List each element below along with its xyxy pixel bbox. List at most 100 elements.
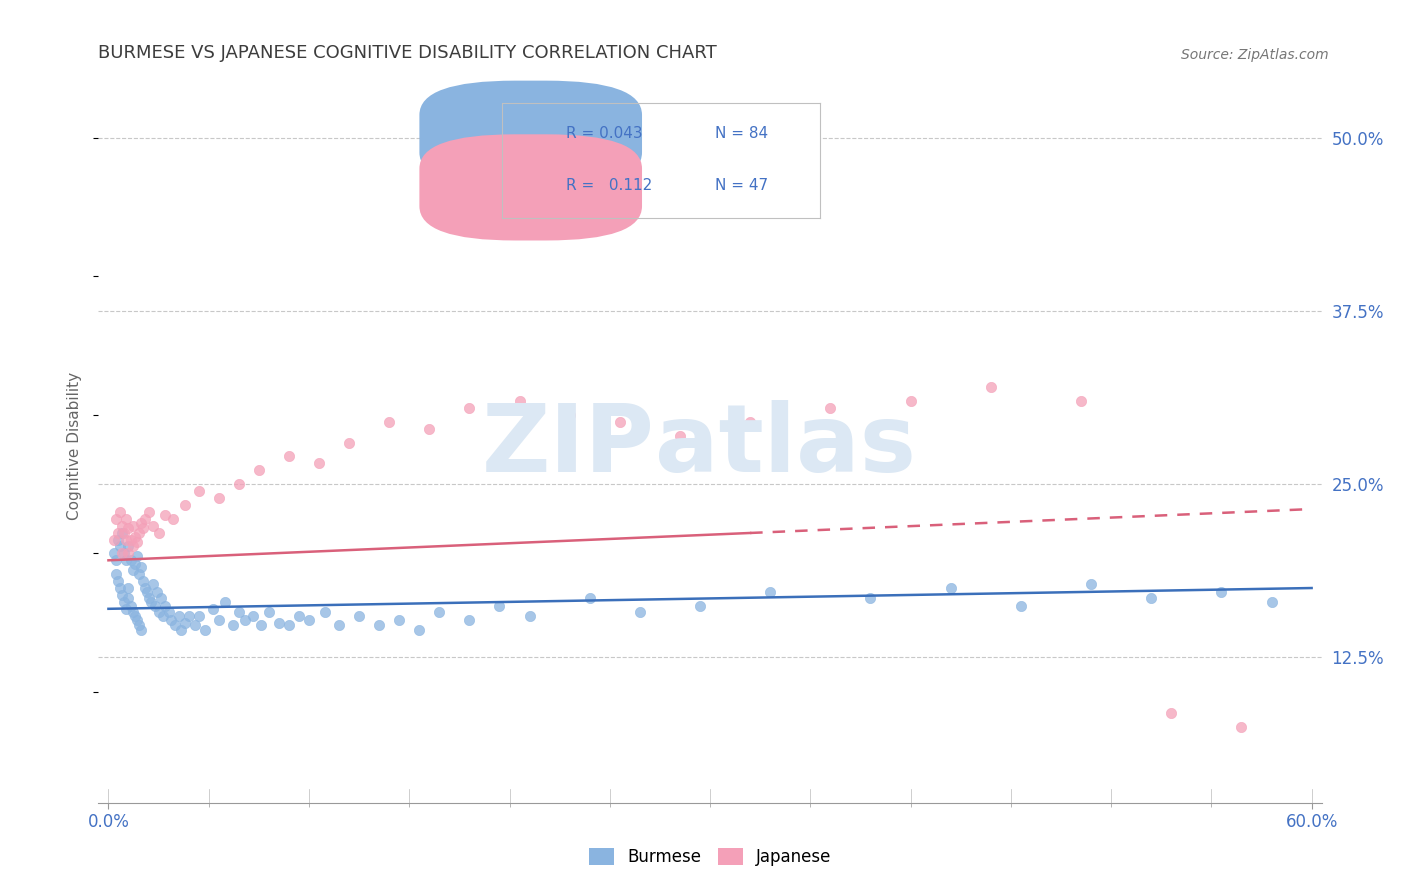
Point: [121, 563, 143, 577]
Point: [1211, 585, 1233, 599]
Point: [115, 602, 138, 616]
Point: [153, 508, 176, 522]
Point: [135, 585, 157, 599]
Point: [228, 477, 250, 491]
Point: [142, 518, 165, 533]
Point: [111, 525, 134, 540]
Point: [110, 540, 132, 554]
Point: [458, 613, 481, 627]
Point: [129, 560, 152, 574]
Point: [111, 588, 134, 602]
Point: [1160, 706, 1182, 720]
Point: [131, 521, 153, 535]
Point: [107, 574, 129, 588]
Point: [117, 591, 139, 605]
Point: [578, 591, 600, 605]
Point: [173, 498, 195, 512]
Point: [134, 581, 156, 595]
Point: [1080, 577, 1102, 591]
Point: [153, 599, 176, 613]
Point: [107, 525, 129, 540]
Point: [149, 591, 172, 605]
Point: [208, 491, 231, 505]
Point: [458, 401, 481, 415]
Point: [103, 546, 125, 560]
Point: [111, 546, 134, 560]
Point: [277, 450, 299, 464]
Point: [257, 605, 280, 619]
Point: [159, 613, 181, 627]
Point: [111, 518, 134, 533]
Point: [167, 608, 190, 623]
Text: ZIP: ZIP: [482, 400, 655, 492]
Point: [110, 505, 132, 519]
Point: [148, 525, 170, 540]
Point: [120, 553, 142, 567]
Point: [128, 567, 150, 582]
Point: [1260, 595, 1282, 609]
Point: [105, 567, 128, 582]
Point: [939, 581, 962, 595]
Point: [115, 512, 138, 526]
Point: [233, 613, 256, 627]
Point: [388, 613, 411, 627]
Point: [131, 574, 153, 588]
Point: [337, 435, 360, 450]
Point: [138, 505, 160, 519]
Point: [143, 599, 166, 613]
Point: [1140, 591, 1163, 605]
Point: [107, 533, 129, 547]
Point: [378, 415, 401, 429]
Point: [114, 525, 136, 540]
Point: [900, 394, 922, 409]
Point: [558, 408, 581, 422]
Point: [103, 533, 125, 547]
Point: [152, 608, 174, 623]
Text: atlas: atlas: [655, 400, 915, 492]
Point: [980, 380, 1002, 394]
Point: [117, 540, 139, 554]
Point: [110, 581, 132, 595]
Point: [125, 613, 148, 627]
Point: [347, 608, 370, 623]
Point: [105, 553, 128, 567]
Point: [408, 623, 430, 637]
Point: [183, 618, 205, 632]
Point: [129, 623, 152, 637]
Point: [115, 533, 138, 547]
Point: [145, 585, 167, 599]
Point: [628, 605, 651, 619]
Point: [519, 608, 541, 623]
Point: [157, 605, 180, 619]
Point: [669, 428, 692, 442]
Text: Source: ZipAtlas.com: Source: ZipAtlas.com: [1181, 48, 1329, 62]
Point: [1070, 394, 1092, 409]
Point: [187, 608, 209, 623]
Point: [125, 549, 148, 563]
Point: [124, 558, 146, 572]
Point: [114, 595, 136, 609]
Point: [418, 422, 440, 436]
Point: [138, 591, 160, 605]
Point: [125, 535, 148, 549]
Point: [759, 585, 782, 599]
Point: [368, 618, 391, 632]
Point: [142, 577, 165, 591]
Point: [105, 512, 128, 526]
Point: [208, 613, 231, 627]
Point: [121, 605, 143, 619]
Point: [117, 546, 139, 560]
Point: [187, 483, 209, 498]
Point: [427, 605, 450, 619]
Legend: Burmese, Japanese: Burmese, Japanese: [582, 841, 838, 873]
Point: [267, 615, 290, 630]
Point: [247, 463, 270, 477]
Point: [308, 456, 330, 470]
Point: [117, 581, 139, 595]
Point: [120, 599, 142, 613]
Point: [117, 521, 139, 535]
Point: [859, 591, 882, 605]
Point: [128, 525, 150, 540]
Point: [124, 530, 146, 544]
Point: [250, 618, 273, 632]
